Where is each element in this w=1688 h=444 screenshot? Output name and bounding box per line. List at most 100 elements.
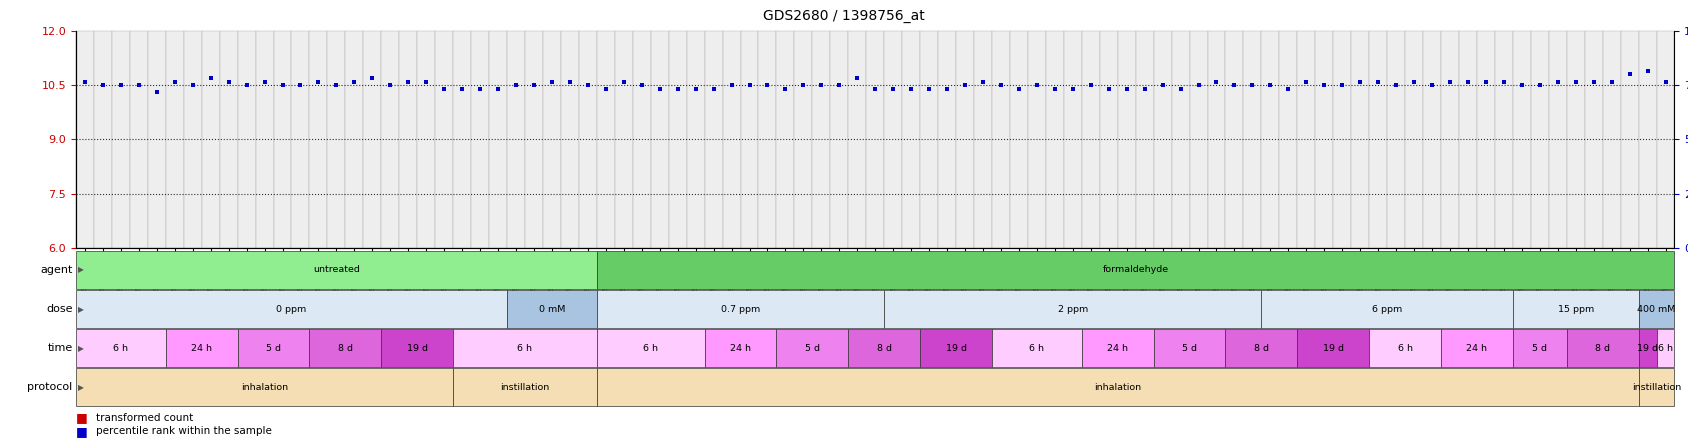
FancyBboxPatch shape [633, 31, 650, 248]
Point [108, 82, 135, 89]
Bar [582, 179, 592, 248]
Bar [1283, 190, 1293, 248]
Bar [636, 183, 647, 248]
FancyBboxPatch shape [346, 31, 363, 248]
Bar [349, 161, 360, 248]
Text: 8 d: 8 d [876, 344, 891, 353]
Bar [1318, 175, 1330, 248]
Bar [493, 194, 503, 248]
Point [1185, 82, 1212, 89]
Bar [1445, 158, 1455, 248]
FancyBboxPatch shape [381, 31, 400, 248]
FancyBboxPatch shape [1244, 31, 1261, 248]
Point [1561, 78, 1588, 85]
FancyBboxPatch shape [525, 31, 544, 248]
Point [987, 82, 1014, 89]
Point [1293, 78, 1320, 85]
Text: transformed count: transformed count [96, 413, 194, 423]
FancyBboxPatch shape [327, 31, 346, 248]
Bar [295, 175, 306, 248]
Bar [815, 175, 827, 248]
Text: protocol: protocol [27, 382, 73, 392]
FancyBboxPatch shape [1261, 31, 1280, 248]
Point [520, 82, 547, 89]
Bar [834, 168, 844, 248]
Text: 19 d: 19 d [1637, 344, 1658, 353]
Text: ■: ■ [76, 412, 88, 424]
Bar [869, 183, 881, 248]
Text: 19 d: 19 d [945, 344, 967, 353]
Bar [1462, 158, 1474, 248]
FancyBboxPatch shape [76, 31, 95, 248]
Point [1509, 82, 1536, 89]
Text: 6 h: 6 h [1658, 344, 1673, 353]
Point [538, 78, 565, 85]
Bar [1534, 165, 1545, 248]
FancyBboxPatch shape [400, 31, 417, 248]
Text: 2 ppm: 2 ppm [1058, 305, 1089, 313]
FancyBboxPatch shape [1298, 31, 1315, 248]
Text: 6 h: 6 h [1030, 344, 1045, 353]
Bar [403, 158, 414, 248]
Point [125, 82, 152, 89]
Text: 5 d: 5 d [1182, 344, 1197, 353]
Point [1599, 78, 1626, 85]
Text: 19 d: 19 d [407, 344, 427, 353]
Bar [1085, 175, 1096, 248]
Point [1166, 85, 1193, 92]
Point [736, 82, 763, 89]
Point [863, 85, 890, 92]
Bar [655, 194, 665, 248]
FancyBboxPatch shape [273, 31, 292, 248]
Bar [312, 158, 324, 248]
Bar [1121, 186, 1133, 248]
Bar [260, 158, 270, 248]
Bar [780, 194, 790, 248]
FancyBboxPatch shape [1350, 31, 1369, 248]
Point [1328, 82, 1355, 89]
FancyBboxPatch shape [1531, 31, 1550, 248]
FancyBboxPatch shape [1369, 31, 1388, 248]
Point [1060, 85, 1087, 92]
FancyBboxPatch shape [1047, 31, 1063, 248]
FancyBboxPatch shape [776, 31, 795, 248]
Point [1491, 78, 1518, 85]
Text: GDS2680 / 1398756_at: GDS2680 / 1398756_at [763, 9, 925, 23]
FancyBboxPatch shape [1028, 31, 1047, 248]
Point [1401, 78, 1428, 85]
Point [844, 75, 871, 82]
Bar [1426, 165, 1438, 248]
FancyBboxPatch shape [436, 31, 452, 248]
Point [1526, 82, 1553, 89]
Point [809, 82, 836, 89]
Point [449, 85, 476, 92]
Bar [726, 186, 738, 248]
FancyBboxPatch shape [1423, 31, 1442, 248]
Point [574, 82, 601, 89]
Bar [420, 158, 432, 248]
Text: 6 ppm: 6 ppm [1372, 305, 1403, 313]
Text: instillation: instillation [1632, 383, 1681, 392]
Text: time: time [47, 343, 73, 353]
FancyBboxPatch shape [741, 31, 758, 248]
FancyBboxPatch shape [471, 31, 490, 248]
Text: 19 d: 19 d [1323, 344, 1344, 353]
Point [952, 82, 979, 89]
Point [628, 82, 655, 89]
FancyBboxPatch shape [1207, 31, 1225, 248]
FancyBboxPatch shape [920, 31, 939, 248]
Point [1615, 71, 1642, 78]
FancyBboxPatch shape [1009, 31, 1028, 248]
Bar [1480, 154, 1491, 248]
FancyBboxPatch shape [614, 31, 633, 248]
Point [322, 82, 349, 89]
Bar [439, 183, 449, 248]
Bar [1499, 158, 1509, 248]
FancyBboxPatch shape [490, 31, 506, 248]
Point [71, 78, 98, 85]
FancyBboxPatch shape [560, 31, 579, 248]
Point [1239, 82, 1266, 89]
Point [717, 82, 744, 89]
Point [592, 85, 619, 92]
FancyBboxPatch shape [219, 31, 238, 248]
